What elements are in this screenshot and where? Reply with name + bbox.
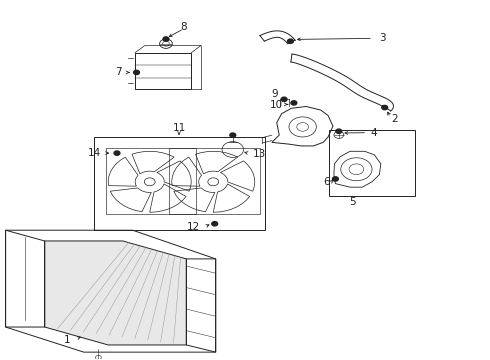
Circle shape xyxy=(163,37,169,41)
Circle shape xyxy=(291,101,297,105)
Text: 2: 2 xyxy=(392,114,398,124)
Text: 9: 9 xyxy=(271,89,278,99)
Text: 3: 3 xyxy=(379,33,386,43)
Circle shape xyxy=(336,129,342,134)
Circle shape xyxy=(281,97,287,102)
Circle shape xyxy=(288,39,294,43)
Circle shape xyxy=(382,105,388,110)
Text: 10: 10 xyxy=(270,100,283,110)
Circle shape xyxy=(332,177,338,181)
Circle shape xyxy=(212,222,218,226)
Text: 6: 6 xyxy=(323,177,330,187)
Circle shape xyxy=(114,151,120,155)
Text: 7: 7 xyxy=(115,67,122,77)
Text: 12: 12 xyxy=(187,222,200,232)
Text: 11: 11 xyxy=(172,123,186,133)
Circle shape xyxy=(134,70,140,75)
Text: 4: 4 xyxy=(370,128,377,138)
Text: 14: 14 xyxy=(88,148,101,158)
Bar xyxy=(106,148,196,214)
Text: 8: 8 xyxy=(180,22,187,32)
Circle shape xyxy=(230,133,236,137)
Text: 1: 1 xyxy=(63,334,70,345)
Text: 13: 13 xyxy=(252,149,266,159)
Text: 5: 5 xyxy=(349,197,356,207)
Bar xyxy=(169,148,260,214)
Bar xyxy=(94,137,265,230)
Polygon shape xyxy=(45,241,186,345)
Bar xyxy=(329,130,415,196)
